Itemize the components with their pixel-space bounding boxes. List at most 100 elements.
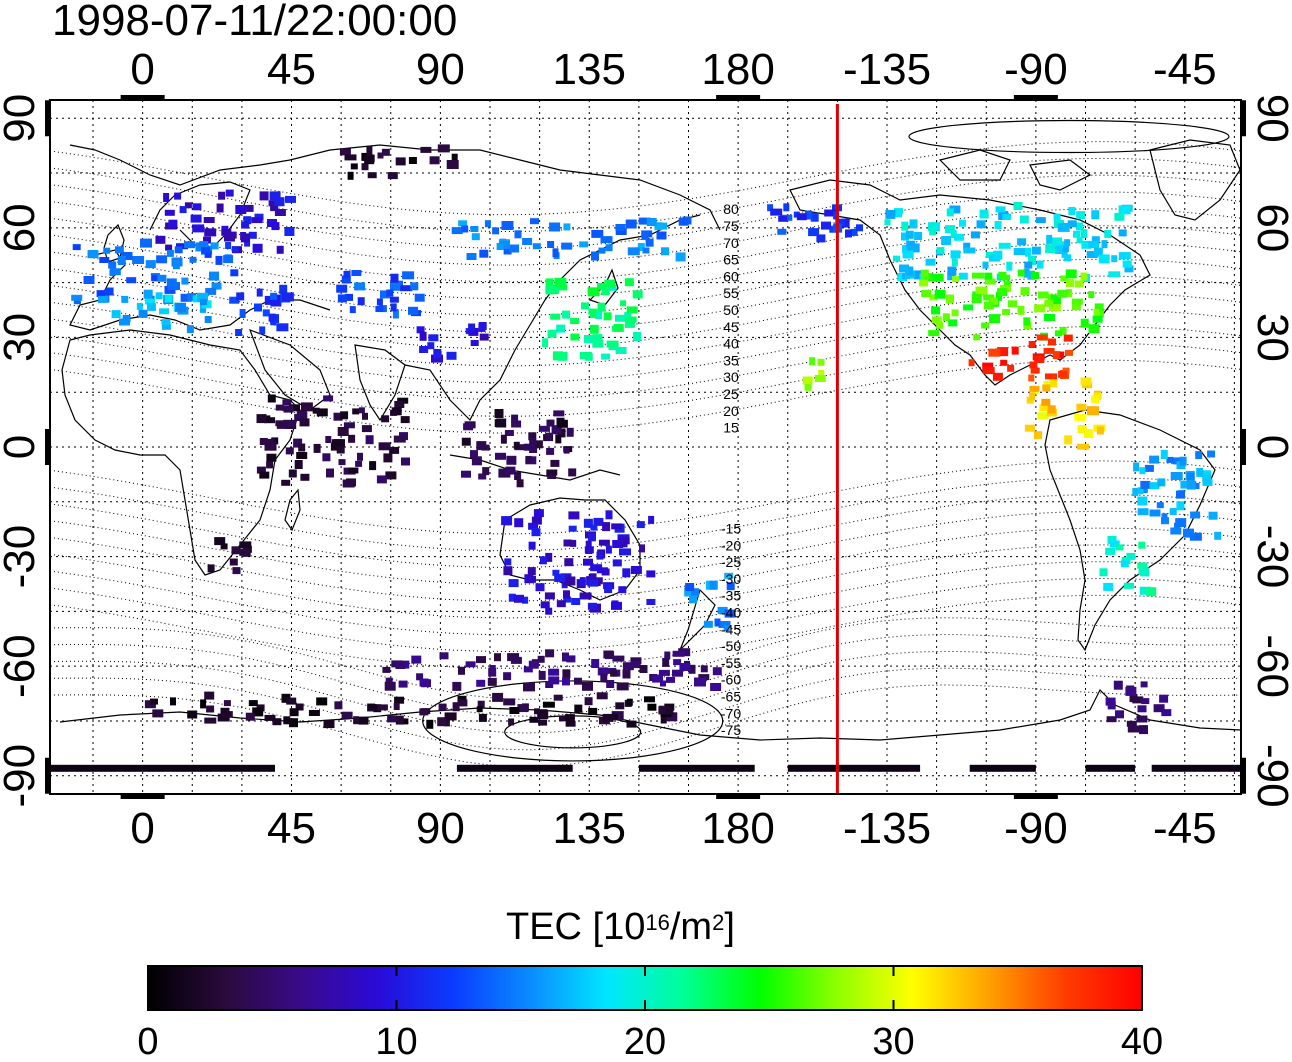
colorbar-tick-label: 10 xyxy=(375,1021,417,1057)
tec-cell xyxy=(527,567,536,576)
tec-cell xyxy=(598,539,610,546)
tec-cell xyxy=(983,301,994,310)
tec-cell xyxy=(638,764,755,772)
tec-cell xyxy=(709,580,717,590)
tec-cell xyxy=(1058,370,1068,378)
tec-cell xyxy=(325,436,332,443)
tec-cell xyxy=(235,329,243,336)
tec-cell xyxy=(591,251,599,261)
tec-cell xyxy=(1006,261,1013,271)
tec-cell xyxy=(1201,470,1212,478)
tec-cell xyxy=(884,219,891,226)
contour-label: -25 xyxy=(721,554,741,570)
contour-label: 65 xyxy=(723,252,739,268)
tec-cell xyxy=(461,437,471,446)
tec-cell xyxy=(538,425,550,432)
tec-cell xyxy=(548,676,560,685)
tec-cell xyxy=(1176,501,1185,511)
tec-cell xyxy=(1098,254,1110,264)
tec-cell xyxy=(530,218,539,225)
tec-cell xyxy=(201,246,211,254)
tec-cell xyxy=(1125,686,1137,696)
tec-cell xyxy=(347,171,354,180)
tec-cell xyxy=(498,468,511,478)
tec-cell xyxy=(1023,317,1031,326)
graticule-grid xyxy=(50,100,1241,794)
tec-cell xyxy=(484,220,491,228)
contour-label: -40 xyxy=(721,604,741,620)
tec-cell xyxy=(1077,443,1090,450)
tec-cell xyxy=(1115,544,1124,551)
tec-cell xyxy=(934,289,946,299)
tec-cell xyxy=(284,227,295,236)
tec-cell xyxy=(596,567,608,574)
tec-cell xyxy=(1025,247,1031,257)
top-lon-tick-label: -135 xyxy=(843,45,931,94)
colorbar-tick-label: 30 xyxy=(872,1021,914,1057)
tec-cell xyxy=(192,203,202,211)
tec-cell xyxy=(338,459,346,466)
tec-cell xyxy=(845,229,852,238)
tec-cell xyxy=(1080,272,1088,281)
tec-cell xyxy=(259,191,269,201)
tec-cell xyxy=(1047,405,1056,414)
tec-cell xyxy=(394,401,405,408)
frame-tick-bars xyxy=(45,95,1246,799)
tec-cell xyxy=(1091,210,1100,220)
top-lon-tick-label: 135 xyxy=(553,45,626,94)
tec-cell xyxy=(1139,467,1146,475)
tec-cell xyxy=(613,323,624,332)
tec-cell xyxy=(1049,379,1058,388)
contour-line xyxy=(50,650,1241,734)
tec-cell xyxy=(615,228,627,235)
tec-cell xyxy=(1029,361,1038,369)
tec-cell xyxy=(245,712,255,721)
tec-cell xyxy=(376,475,387,484)
left-lat-tick-label: -90 xyxy=(0,744,44,808)
tec-cell xyxy=(583,558,593,566)
tec-cell xyxy=(471,233,480,241)
tec-cell xyxy=(885,209,896,219)
tec-cell xyxy=(1140,480,1151,489)
tec-cell xyxy=(928,222,940,232)
tec-cell xyxy=(230,269,239,277)
tec-cell xyxy=(605,545,612,554)
tec-cell xyxy=(387,172,398,180)
tec-cell xyxy=(1017,269,1025,277)
tec-cell xyxy=(973,334,981,341)
tec-cell xyxy=(534,440,543,449)
contour-label: -45 xyxy=(721,621,741,637)
tec-cell xyxy=(145,260,156,269)
tec-cell xyxy=(395,661,406,669)
tec-cell xyxy=(1146,587,1157,597)
tec-cell xyxy=(414,293,425,302)
tec-cell xyxy=(509,244,520,253)
tec-cell xyxy=(522,596,529,604)
tec-cell xyxy=(1028,341,1036,348)
tec-cell xyxy=(1161,709,1172,717)
tec-cell xyxy=(659,222,668,230)
tec-cell xyxy=(428,334,439,342)
tec-cell xyxy=(266,453,277,462)
tec-cell xyxy=(994,221,1002,229)
tec-cell xyxy=(1029,385,1040,392)
tec-cell xyxy=(528,575,536,583)
tec-cell xyxy=(563,447,570,454)
tec-cell xyxy=(675,252,686,262)
frame-bar xyxy=(716,794,761,799)
tec-cell xyxy=(366,145,373,155)
tec-cell xyxy=(457,699,468,707)
tec-cell xyxy=(1115,710,1124,719)
tec-cell xyxy=(1105,547,1116,555)
tec-cell xyxy=(944,225,955,234)
tec-cell xyxy=(1059,326,1067,335)
tec-cell xyxy=(373,704,382,713)
north-pole-contour xyxy=(908,119,1230,154)
tec-cell xyxy=(638,217,651,225)
tec-cell xyxy=(1076,211,1086,220)
tec-cell xyxy=(275,420,286,427)
tec-cell xyxy=(611,600,619,607)
tec-cell xyxy=(1075,222,1083,231)
tec-cell xyxy=(907,243,920,253)
right-lat-tick-label: -60 xyxy=(1248,634,1292,698)
